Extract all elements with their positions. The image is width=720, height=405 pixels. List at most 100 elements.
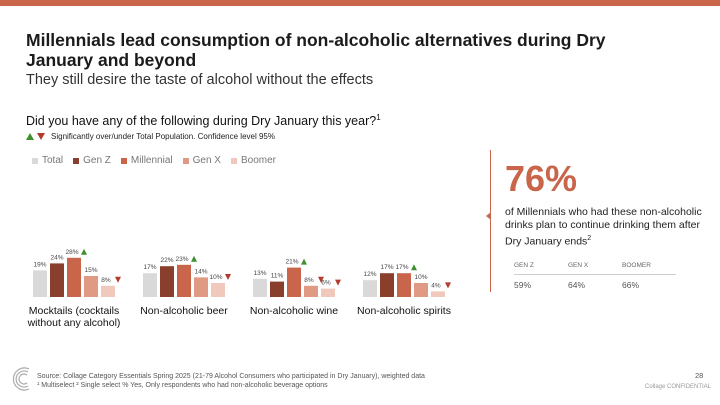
generation-table: GEN Z GEN X BOOMER 59% 64% 66% [514, 262, 676, 290]
gen-header-boomer: BOOMER [622, 262, 651, 269]
legend-swatch [73, 157, 80, 164]
bar [287, 267, 301, 297]
bar [194, 277, 208, 297]
bar-value-label: 8% [101, 277, 111, 284]
legend-label: Gen Z [83, 155, 111, 166]
gen-value-boomer: 66% [622, 280, 640, 290]
chart-legend: Total Gen Z Millennial Gen X Boomer [32, 155, 276, 166]
legend-label: Boomer [240, 155, 276, 166]
bar-value-label: 19% [33, 261, 46, 268]
category-label: Non-alcoholic spirits [357, 305, 451, 317]
callout-body: of Millennials who had these non-alcohol… [505, 206, 702, 248]
page-title: Millennials lead consumption of non-alco… [26, 30, 606, 70]
bar [253, 278, 267, 297]
bar [431, 291, 445, 297]
bar [304, 285, 318, 297]
bar-value-label: 12% [363, 271, 376, 278]
gen-header-genx: GEN X [568, 262, 589, 269]
bar-value-label: 14% [194, 268, 207, 275]
bar [50, 263, 64, 297]
category-label: Non-alcoholic beer [140, 305, 228, 317]
callout-percent: 76% [505, 158, 578, 199]
bar-value-label: 17% [395, 264, 408, 271]
survey-question: Did you have any of the following during… [26, 113, 381, 128]
legend-label: Millennial [130, 155, 173, 166]
bar-value-label: 8% [304, 277, 314, 284]
bar [414, 283, 428, 297]
sig-down-icon [445, 282, 451, 289]
category-label: Mocktails (cocktails without any alcohol) [27, 305, 121, 329]
bar-value-label: 10% [209, 274, 222, 281]
bar [160, 266, 174, 297]
legend-label: Total [42, 155, 64, 166]
bar [363, 280, 377, 297]
bar-value-label: 13% [253, 270, 266, 277]
legend-item: Gen Z [73, 155, 111, 166]
bar [177, 264, 191, 297]
legend-swatch [182, 157, 189, 164]
footer-source: Source: Collage Category Essentials Spri… [37, 372, 497, 390]
page-number: 28 [695, 371, 704, 380]
bar [101, 285, 115, 297]
question-text: Did you have any of the following during… [26, 114, 377, 129]
bar-value-label: 15% [84, 267, 97, 274]
bar [270, 281, 284, 297]
down-arrow-icon [37, 133, 45, 140]
legend-swatch [230, 157, 237, 164]
legend-swatch [120, 157, 127, 164]
bar-value-label: 10% [414, 274, 427, 281]
bar [143, 273, 157, 297]
sig-up-icon [301, 258, 307, 265]
bar-value-label: 28% [65, 249, 78, 256]
sig-down-icon [335, 279, 341, 286]
sig-down-icon [115, 276, 121, 283]
confidential-label: Collage CONFIDENTIAL [645, 384, 712, 390]
bar-value-label: 21% [285, 259, 298, 266]
callout-text: of Millennials who had these non-alcohol… [505, 206, 705, 249]
bar-value-label: 22% [160, 257, 173, 264]
bar [211, 283, 225, 297]
legend-item: Gen X [182, 155, 221, 166]
bar-value-label: 24% [50, 254, 63, 261]
page-subtitle: They still desire the taste of alcohol w… [26, 72, 374, 88]
bar [397, 273, 411, 297]
bar-value-label: 6% [321, 280, 331, 287]
sig-up-icon [411, 264, 417, 271]
footnotes-text: ¹ Multiselect ² Single select % Yes, Onl… [37, 382, 328, 389]
bar-value-label: 17% [380, 264, 393, 271]
bar [84, 276, 98, 297]
bar-value-label: 4% [431, 282, 441, 289]
sig-up-icon [81, 248, 87, 255]
bar [380, 273, 394, 297]
gen-value-genx: 64% [568, 280, 586, 290]
gen-header-genz: GEN Z [514, 262, 534, 269]
bar [33, 270, 47, 297]
bar [67, 257, 81, 297]
bar-value-label: 23% [175, 256, 188, 263]
top-accent-bar [0, 0, 720, 6]
callout-pointer-icon [486, 212, 491, 220]
bar-value-label: 17% [143, 264, 156, 271]
up-arrow-icon [26, 133, 34, 140]
significance-note: Significantly over/under Total Populatio… [26, 132, 275, 141]
sig-up-icon [191, 255, 197, 262]
source-text: Source: Collage Category Essentials Spri… [37, 373, 425, 380]
category-label: Non-alcoholic wine [250, 305, 338, 317]
legend-item: Boomer [230, 155, 276, 166]
legend-item: Total [32, 155, 63, 166]
callout-divider [490, 150, 491, 292]
collage-logo-icon [12, 367, 30, 391]
sig-down-icon [318, 276, 324, 283]
callout-footnote: 2 [587, 235, 592, 242]
table-divider [514, 274, 676, 275]
bar-value-label: 11% [271, 273, 284, 280]
significance-text: Significantly over/under Total Populatio… [51, 132, 275, 141]
legend-swatch [32, 157, 38, 164]
bar [321, 288, 335, 297]
sig-down-icon [225, 274, 231, 280]
gen-value-genz: 59% [514, 280, 532, 290]
legend-label: Gen X [192, 155, 221, 166]
question-footnote: 1 [376, 113, 381, 122]
legend-item: Millennial [120, 155, 173, 166]
